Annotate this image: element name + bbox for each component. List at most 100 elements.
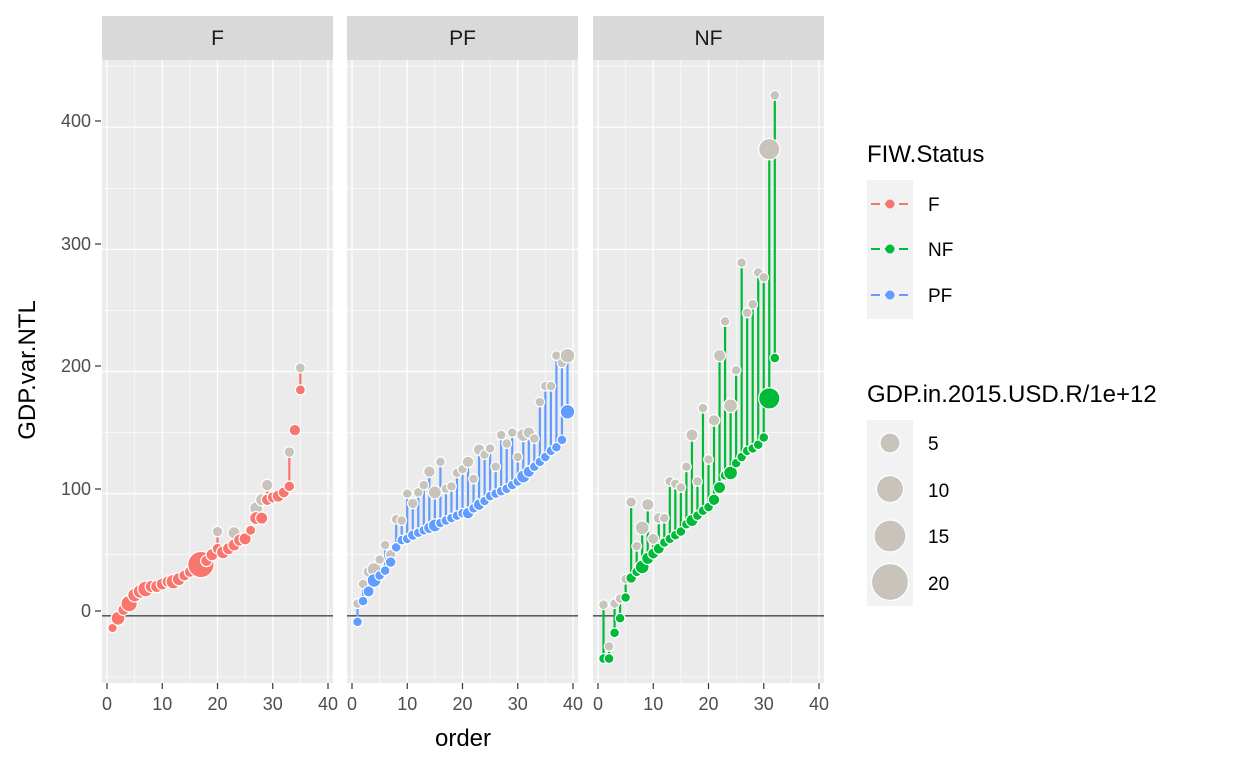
point-grey-pf-12 [412, 486, 424, 498]
size-legend-key-10 [875, 474, 905, 504]
x-tick-label-nf-30: 30 [754, 694, 774, 714]
y-tick-label-400: 400 [61, 111, 91, 131]
point-nf-32 [769, 352, 781, 364]
point-grey-nf-26 [736, 257, 748, 269]
point-nf-3 [609, 627, 621, 639]
point-grey-nf-19 [697, 402, 709, 414]
point-nf-21 [707, 493, 721, 507]
y-tick-label-300: 300 [61, 234, 91, 254]
x-tick-label-f-30: 30 [263, 694, 283, 714]
x-tick-label-pf-40: 40 [563, 694, 583, 714]
size-legend-label-5: 5 [928, 434, 939, 455]
point-pf-7 [384, 556, 397, 568]
point-grey-nf-31 [758, 137, 781, 161]
size-legend-label-10: 10 [928, 481, 949, 502]
point-grey-pf-22 [468, 473, 480, 485]
point-grey-nf-23 [719, 315, 731, 327]
y-tick-label-200: 200 [61, 356, 91, 376]
point-nf-5 [620, 592, 632, 603]
point-grey-nf-27 [741, 307, 753, 319]
point-nf-30 [758, 432, 770, 443]
point-nf-29 [752, 439, 764, 451]
point-nf-22 [712, 480, 727, 495]
point-grey-pf-33 [528, 433, 540, 445]
point-grey-nf-16 [680, 461, 692, 473]
point-grey-pf-34 [534, 396, 546, 408]
y-tick-label-0: 0 [81, 601, 91, 621]
point-grey-pf-18 [445, 480, 457, 492]
x-axis-title: order [435, 725, 491, 752]
point-grey-pf-14 [422, 465, 436, 479]
x-tick-label-f-0: 0 [102, 694, 112, 714]
x-tick-label-pf-10: 10 [397, 694, 417, 714]
point-f-33 [283, 480, 296, 493]
x-tick-label-nf-40: 40 [809, 694, 829, 714]
color-legend-title: FIW.Status [867, 141, 984, 168]
point-grey-nf-22 [712, 348, 727, 363]
color-legend-key-nf [871, 244, 909, 254]
point-grey-pf-25 [484, 442, 496, 454]
point-grey-f-20 [211, 525, 224, 538]
point-grey-pf-28 [501, 438, 513, 450]
color-legend: FIW.Status F NF PF [867, 141, 984, 319]
point-grey-pf-10 [401, 488, 413, 500]
grid-pf [347, 60, 578, 683]
y-axis: 400 300 200 100 0 [61, 111, 101, 621]
point-nf-15 [675, 526, 687, 537]
point-grey-nf-32 [769, 89, 781, 101]
point-grey-nf-1 [598, 599, 609, 611]
point-grey-pf-5 [374, 554, 386, 566]
point-grey-nf-17 [685, 428, 699, 442]
point-grey-pf-11 [406, 497, 419, 510]
point-grey-nf-7 [631, 540, 643, 552]
x-tick-label-pf-0: 0 [347, 694, 357, 714]
point-f-26 [245, 524, 257, 536]
point-grey-f-33 [283, 446, 296, 459]
point-grey-f-29 [260, 478, 274, 492]
color-legend-key-f [871, 199, 909, 209]
point-nf-24 [723, 465, 739, 481]
point-nf-4 [614, 612, 626, 624]
facet-pf: PF 0 10 20 30 40 [347, 16, 583, 714]
point-grey-nf-18 [691, 475, 703, 487]
point-grey-nf-24 [723, 398, 739, 414]
point-pf-1 [352, 616, 363, 628]
x-axis-pf: 0 10 20 30 40 [347, 683, 583, 714]
x-tick-label-pf-30: 30 [508, 694, 528, 714]
point-pf-2 [357, 595, 369, 607]
color-legend-label-f: F [928, 195, 940, 216]
size-legend-key-20 [870, 562, 910, 602]
facet-f: F 0 10 20 30 40 [102, 16, 338, 714]
size-legend-label-20: 20 [928, 574, 949, 595]
facet-strip-pf [347, 16, 578, 60]
x-tick-label-f-20: 20 [207, 694, 227, 714]
point-grey-f-35 [294, 362, 306, 374]
facet-strip-label-nf: NF [695, 27, 723, 50]
x-tick-label-nf-10: 10 [643, 694, 663, 714]
y-tick-label-100: 100 [61, 479, 91, 499]
point-nf-31 [758, 387, 781, 410]
point-grey-pf-27 [495, 429, 507, 441]
x-axis-f: 0 10 20 30 40 [102, 683, 338, 714]
point-grey-pf-26 [490, 461, 502, 473]
point-grey-nf-20 [703, 453, 714, 465]
point-grey-nf-25 [730, 364, 742, 376]
point-grey-nf-30 [758, 271, 770, 283]
x-tick-label-f-40: 40 [318, 694, 338, 714]
point-f-34 [288, 423, 302, 437]
point-grey-pf-13 [418, 479, 430, 491]
point-grey-nf-21 [707, 413, 721, 427]
color-legend-key-pf [871, 290, 909, 300]
point-grey-nf-12 [658, 512, 670, 524]
size-legend-key-5 [879, 432, 901, 454]
point-f-28 [255, 511, 269, 525]
facet-strip-nf [593, 16, 824, 60]
x-axis-nf: 0 10 20 30 40 [593, 683, 829, 714]
point-grey-pf-6 [379, 539, 391, 551]
point-grey-pf-16 [434, 456, 446, 468]
point-pf-39 [559, 403, 576, 420]
x-tick-label-pf-20: 20 [452, 694, 472, 714]
point-grey-nf-10 [647, 532, 660, 546]
point-pf-37 [550, 441, 562, 453]
